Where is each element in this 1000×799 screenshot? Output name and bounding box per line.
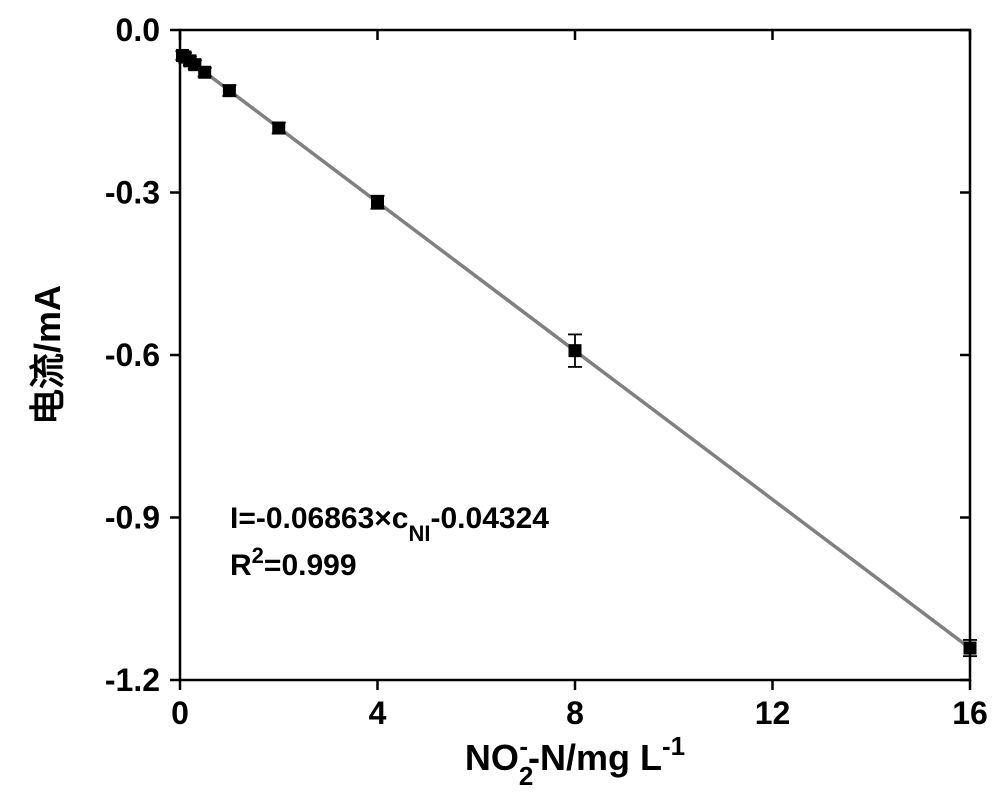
chart-container: 0 4 8 12 16 0.0 -0.3 -0.6 -0.9 -1.2 NO2--N/mg L-1 电… bbox=[0, 0, 1000, 799]
x-tick-label: 4 bbox=[369, 695, 387, 731]
data-point bbox=[964, 642, 976, 654]
r-squared-text: R2=0.999 bbox=[230, 543, 357, 583]
y-tick-label: -0.6 bbox=[105, 337, 160, 373]
x-tick-label: 8 bbox=[566, 695, 584, 731]
y-tick-label: -1.2 bbox=[105, 662, 160, 698]
x-tick-label: 0 bbox=[171, 695, 189, 731]
y-tick-label: 0.0 bbox=[116, 12, 160, 48]
y-tick-label: -0.9 bbox=[105, 500, 160, 536]
data-point bbox=[372, 196, 384, 208]
equation-text: I=-0.06863×cNI-0.04324 bbox=[230, 502, 549, 546]
x-axis-label: NO2--N/mg L-1 bbox=[465, 731, 685, 791]
data-point bbox=[199, 66, 211, 78]
y-tick-label: -0.3 bbox=[105, 175, 160, 211]
scatter-chart: 0 4 8 12 16 0.0 -0.3 -0.6 -0.9 -1.2 NO2--N/mg L-1 电… bbox=[0, 0, 1000, 799]
data-point bbox=[569, 345, 581, 357]
y-axis-label: 电流/mA bbox=[27, 285, 68, 425]
x-tick-label: 16 bbox=[952, 695, 988, 731]
x-tick-label: 12 bbox=[755, 695, 791, 731]
data-point bbox=[273, 122, 285, 134]
data-point bbox=[223, 85, 235, 97]
